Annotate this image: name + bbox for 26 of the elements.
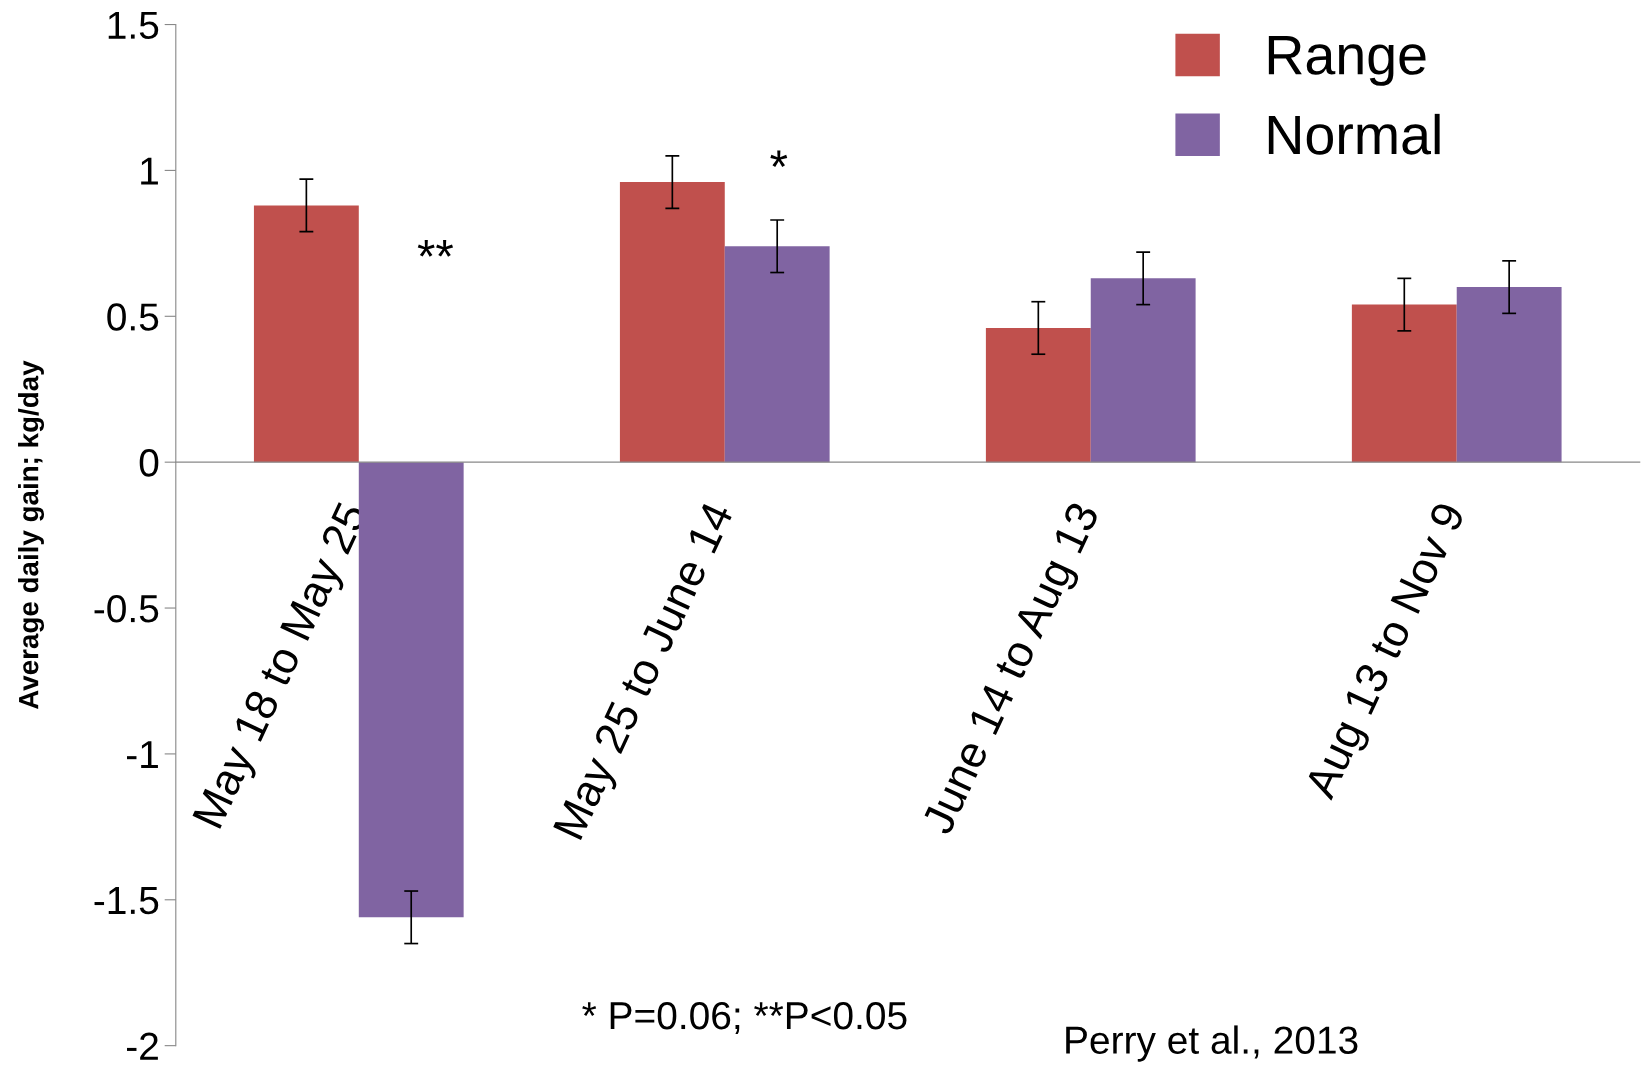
annotation: Perry et al., 2013 xyxy=(1066,1025,1358,1062)
y-tick-label: 1 xyxy=(141,157,158,185)
y-tick-label: 1.5 xyxy=(108,11,159,40)
annotation: * xyxy=(770,150,788,168)
bar xyxy=(253,205,359,463)
bar xyxy=(1456,287,1562,463)
x-tick-label: May 25 to June 14 xyxy=(552,499,742,844)
y-tick-label: -2 xyxy=(126,1032,158,1060)
legend-label: Normal xyxy=(1268,113,1440,155)
y-tick-label: -1.5 xyxy=(94,887,159,915)
y-tick-label: -1 xyxy=(126,741,158,768)
y-tick-label: 0.5 xyxy=(107,303,159,331)
y-tick-label: -0.5 xyxy=(94,594,159,623)
x-tick-label: June 14 to Aug 13 xyxy=(920,500,1108,840)
bar xyxy=(985,327,1091,463)
bar xyxy=(1090,278,1196,463)
bar xyxy=(724,246,830,463)
annotation: ** xyxy=(417,240,454,257)
bar xyxy=(1351,304,1457,463)
bar xyxy=(619,182,725,463)
y-axis-title: Average daily gain; kg/day xyxy=(18,360,45,710)
bar xyxy=(358,462,464,918)
legend-label: Range xyxy=(1268,36,1426,86)
annotation: * P=0.06; **P<0.05 xyxy=(582,1001,907,1035)
x-tick-label: Aug 13 to Nov 9 xyxy=(1303,500,1474,805)
y-tick-label: 0 xyxy=(139,449,159,477)
